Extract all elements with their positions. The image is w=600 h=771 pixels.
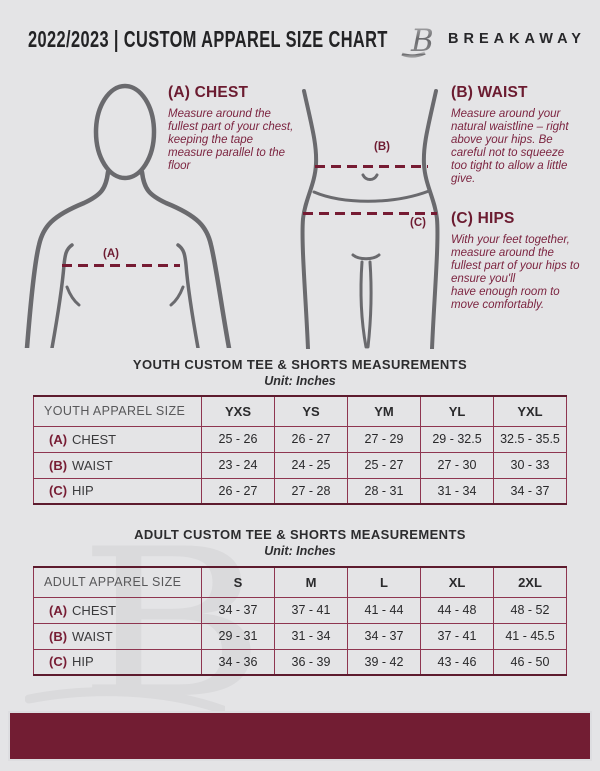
measure-value: 30 - 33 <box>493 451 567 479</box>
measure-label: HIP <box>72 483 94 499</box>
hips-marker: (C) <box>410 217 426 229</box>
measure-label-cell: (A) CHEST <box>33 596 202 624</box>
measure-value: 39 - 42 <box>347 648 421 676</box>
page-title: 2022/2023 | CUSTOM APPAREL SIZE CHART <box>28 27 388 53</box>
measure-value: 41 - 44 <box>347 596 421 624</box>
breakaway-watermark-hook <box>25 687 225 712</box>
measure-key: (C) <box>49 654 68 670</box>
measure-label: HIP <box>72 654 94 670</box>
measure-value: 31 - 34 <box>274 622 348 650</box>
measure-value: 26 - 27 <box>201 477 275 505</box>
youth-section-title: YOUTH CUSTOM TEE & SHORTS MEASUREMENTS <box>132 357 468 372</box>
hips-measure-line <box>303 212 437 215</box>
adult-size-table: ADULT APPAREL SIZE S M L XL 2XL (A) CHEST 34 - 3… <box>33 566 567 676</box>
youth-row-hip: (C) HIP 26 - 27 27 - 28 28 - 31 31 - 34 34 - 3… <box>33 477 567 505</box>
measure-value: 25 - 27 <box>347 451 421 479</box>
adult-row-hip: (C) HIP 34 - 36 36 - 39 39 - 42 43 - 46 46 - 5… <box>33 648 567 676</box>
waist-measure-line <box>315 165 428 168</box>
adult-col-l: L <box>347 566 421 598</box>
measure-value: 31 - 34 <box>420 477 494 505</box>
measure-value: 32.5 - 35.5 <box>493 425 567 453</box>
measure-value: 28 - 31 <box>347 477 421 505</box>
measure-value: 26 - 27 <box>274 425 348 453</box>
upper-body-figure <box>24 83 232 348</box>
hips-guide-heading: (C) HIPS <box>451 210 515 227</box>
youth-col-yxl: YXL <box>493 395 567 427</box>
measure-value: 46 - 50 <box>493 648 567 676</box>
measure-value: 27 - 30 <box>420 451 494 479</box>
youth-size-table: YOUTH APPAREL SIZE YXS YS YM YL YXL (A) CHEST 25… <box>33 395 567 505</box>
measure-key: (B) <box>49 457 68 473</box>
youth-size-header: YOUTH APPAREL SIZE <box>33 395 202 427</box>
measure-value: 29 - 32.5 <box>420 425 494 453</box>
hips-guide-text: With your feet together, measure around … <box>451 234 580 311</box>
chest-marker: (A) <box>103 248 119 260</box>
measure-value: 29 - 31 <box>201 622 275 650</box>
measure-value: 44 - 48 <box>420 596 494 624</box>
brand-name: BREAKAWAY <box>448 31 586 47</box>
waist-guide-heading: (B) WAIST <box>451 84 528 101</box>
youth-section-unit: Unit: Inches <box>264 374 336 388</box>
youth-row-chest: (A) CHEST 25 - 26 26 - 27 27 - 29 29 - 32.5 32… <box>33 425 567 453</box>
waist-guide-text: Measure around your natural waistline – … <box>451 108 569 185</box>
chest-guide: (A) CHEST Measure around the fullest par… <box>168 84 298 173</box>
measure-value: 43 - 46 <box>420 648 494 676</box>
youth-col-yxs: YXS <box>201 395 275 427</box>
breakaway-logo-icon: B <box>400 23 434 59</box>
measure-key: (B) <box>49 628 68 644</box>
waist-marker: (B) <box>374 141 390 153</box>
measure-value: 34 - 36 <box>201 648 275 676</box>
chest-guide-text: Measure around the fullest part of your … <box>168 108 294 172</box>
measure-value: 37 - 41 <box>420 622 494 650</box>
adult-col-xl: XL <box>420 566 494 598</box>
youth-col-ys: YS <box>274 395 348 427</box>
measure-key: (A) <box>49 602 68 618</box>
measure-label: WAIST <box>72 628 113 644</box>
youth-header-row: YOUTH APPAREL SIZE YXS YS YM YL YXL <box>33 395 567 427</box>
adult-section-unit: Unit: Inches <box>264 544 336 558</box>
waist-guide: (B) WAIST Measure around your natural wa… <box>451 84 578 186</box>
adult-row-waist: (B) WAIST 29 - 31 31 - 34 34 - 37 37 - 41 41 -… <box>33 622 567 650</box>
measure-value: 48 - 52 <box>493 596 567 624</box>
measure-value: 34 - 37 <box>201 596 275 624</box>
measure-label-cell: (B) WAIST <box>33 451 202 479</box>
adult-header-row: ADULT APPAREL SIZE S M L XL 2XL <box>33 566 567 598</box>
adult-row-chest: (A) CHEST 34 - 37 37 - 41 41 - 44 44 - 48 48 -… <box>33 596 567 624</box>
adult-section-title: ADULT CUSTOM TEE & SHORTS MEASUREMENTS <box>134 527 466 542</box>
measure-value: 37 - 41 <box>274 596 348 624</box>
measure-label-cell: (C) HIP <box>33 477 202 505</box>
measure-value: 34 - 37 <box>493 477 567 505</box>
measure-value: 25 - 26 <box>201 425 275 453</box>
hips-guide: (C) HIPS With your feet together, measur… <box>451 210 587 312</box>
measure-label: WAIST <box>72 457 113 473</box>
measure-value: 27 - 29 <box>347 425 421 453</box>
measure-value: 36 - 39 <box>274 648 348 676</box>
measure-value: 27 - 28 <box>274 477 348 505</box>
measure-value: 23 - 24 <box>201 451 275 479</box>
measure-label: CHEST <box>72 602 117 618</box>
measure-key: (C) <box>49 483 68 499</box>
youth-row-waist: (B) WAIST 23 - 24 24 - 25 25 - 27 27 - 30 30 -… <box>33 451 567 479</box>
adult-col-2xl: 2XL <box>493 566 567 598</box>
waist-hips-figure <box>300 89 440 349</box>
measure-label-cell: (B) WAIST <box>33 622 202 650</box>
measure-label-cell: (A) CHEST <box>33 425 202 453</box>
footer-bar <box>8 711 592 761</box>
youth-col-ym: YM <box>347 395 421 427</box>
adult-col-m: M <box>274 566 348 598</box>
adult-col-s: S <box>201 566 275 598</box>
measure-value: 41 - 45.5 <box>493 622 567 650</box>
measure-value: 24 - 25 <box>274 451 348 479</box>
adult-size-header: ADULT APPAREL SIZE <box>33 566 202 598</box>
measure-label: CHEST <box>72 431 117 447</box>
chest-guide-heading: (A) CHEST <box>168 84 249 101</box>
measure-value: 34 - 37 <box>347 622 421 650</box>
measure-label-cell: (C) HIP <box>33 648 202 676</box>
chest-measure-line <box>62 264 180 267</box>
youth-col-yl: YL <box>420 395 494 427</box>
measure-key: (A) <box>49 431 68 447</box>
